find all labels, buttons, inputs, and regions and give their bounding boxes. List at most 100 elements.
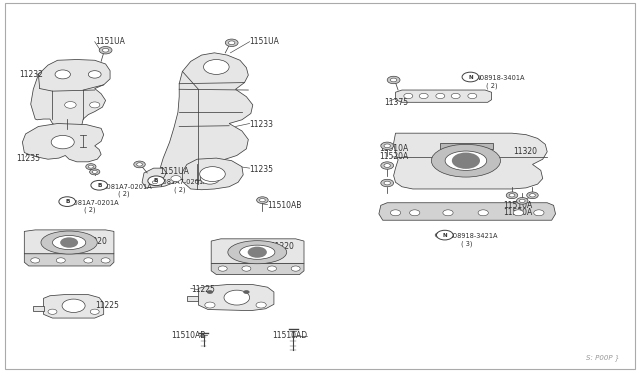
Circle shape xyxy=(218,266,227,271)
Circle shape xyxy=(56,258,65,263)
Text: 11225: 11225 xyxy=(95,301,118,310)
Text: N08918-3401A: N08918-3401A xyxy=(475,75,524,81)
Polygon shape xyxy=(396,90,492,102)
Circle shape xyxy=(200,173,220,184)
Circle shape xyxy=(291,266,300,271)
Text: S: P00P }: S: P00P } xyxy=(586,354,620,361)
Circle shape xyxy=(410,210,420,216)
Polygon shape xyxy=(198,285,274,311)
Circle shape xyxy=(62,299,85,312)
Circle shape xyxy=(268,266,276,271)
Circle shape xyxy=(248,247,267,258)
Circle shape xyxy=(468,93,477,99)
Circle shape xyxy=(148,176,164,186)
Circle shape xyxy=(513,210,524,216)
Polygon shape xyxy=(211,239,304,263)
Circle shape xyxy=(390,78,397,82)
Text: ( 2): ( 2) xyxy=(486,82,498,89)
Polygon shape xyxy=(159,53,253,187)
Circle shape xyxy=(534,210,544,216)
Circle shape xyxy=(478,210,488,216)
Text: 11510AB: 11510AB xyxy=(268,201,302,210)
Circle shape xyxy=(384,181,390,185)
Text: 11510AB: 11510AB xyxy=(172,331,206,340)
Polygon shape xyxy=(211,263,304,275)
Text: N08918-3421A: N08918-3421A xyxy=(448,233,497,239)
Polygon shape xyxy=(24,230,114,254)
Circle shape xyxy=(436,93,445,99)
Circle shape xyxy=(509,193,515,197)
Text: B: B xyxy=(154,178,158,183)
Circle shape xyxy=(451,93,460,99)
Circle shape xyxy=(200,167,225,182)
Text: 11320: 11320 xyxy=(513,147,538,156)
Circle shape xyxy=(207,290,213,294)
Text: B: B xyxy=(65,199,69,204)
Text: 11225: 11225 xyxy=(191,285,214,294)
Text: 11520A: 11520A xyxy=(379,153,408,161)
Circle shape xyxy=(384,164,390,167)
Circle shape xyxy=(65,102,76,108)
Polygon shape xyxy=(187,296,198,301)
Text: B081A7-0201A: B081A7-0201A xyxy=(159,179,209,185)
Circle shape xyxy=(224,290,250,305)
Circle shape xyxy=(443,210,453,216)
Ellipse shape xyxy=(52,235,86,250)
Circle shape xyxy=(31,258,40,263)
Circle shape xyxy=(101,258,110,263)
Circle shape xyxy=(384,144,390,148)
Circle shape xyxy=(102,48,109,52)
Circle shape xyxy=(419,93,428,99)
Circle shape xyxy=(152,181,157,184)
Text: 11220: 11220 xyxy=(83,237,107,246)
Circle shape xyxy=(381,142,394,150)
Text: 11235: 11235 xyxy=(16,154,40,163)
Ellipse shape xyxy=(431,144,500,177)
Circle shape xyxy=(452,153,480,169)
Text: 11235: 11235 xyxy=(250,165,274,174)
Polygon shape xyxy=(440,143,493,149)
Circle shape xyxy=(51,135,74,149)
Text: N: N xyxy=(468,74,473,80)
Circle shape xyxy=(205,302,215,308)
Circle shape xyxy=(516,198,528,204)
Polygon shape xyxy=(182,158,243,190)
Ellipse shape xyxy=(240,245,275,259)
Ellipse shape xyxy=(445,151,486,170)
Circle shape xyxy=(134,161,145,168)
Circle shape xyxy=(381,179,394,187)
Text: 11510A: 11510A xyxy=(503,201,532,210)
Circle shape xyxy=(530,193,536,197)
Circle shape xyxy=(84,258,93,263)
Circle shape xyxy=(404,93,413,99)
Circle shape xyxy=(90,102,100,108)
Circle shape xyxy=(256,302,266,308)
Circle shape xyxy=(381,162,394,169)
Text: 11510A: 11510A xyxy=(379,144,408,153)
Text: 1151UA: 1151UA xyxy=(159,167,189,176)
Circle shape xyxy=(88,71,101,78)
Circle shape xyxy=(225,39,238,46)
Text: 1151UA: 1151UA xyxy=(250,37,280,46)
Circle shape xyxy=(527,192,538,199)
Text: ( 2): ( 2) xyxy=(174,186,186,193)
Circle shape xyxy=(90,169,100,175)
Polygon shape xyxy=(44,295,104,318)
Circle shape xyxy=(243,290,250,294)
Circle shape xyxy=(520,199,525,202)
Text: 11232: 11232 xyxy=(19,70,43,79)
Text: 11520A: 11520A xyxy=(503,208,532,217)
Text: 11510AD: 11510AD xyxy=(272,331,307,340)
Circle shape xyxy=(390,210,401,216)
Ellipse shape xyxy=(435,232,448,238)
Circle shape xyxy=(55,70,70,79)
Polygon shape xyxy=(33,306,44,311)
Circle shape xyxy=(59,197,76,206)
Text: 11220: 11220 xyxy=(270,242,294,251)
Text: 11233: 11233 xyxy=(250,120,274,129)
Polygon shape xyxy=(142,168,166,188)
Text: B081A7-0201A: B081A7-0201A xyxy=(69,200,119,206)
Text: 1151UA: 1151UA xyxy=(95,37,125,46)
Polygon shape xyxy=(379,203,556,220)
Ellipse shape xyxy=(228,241,287,264)
